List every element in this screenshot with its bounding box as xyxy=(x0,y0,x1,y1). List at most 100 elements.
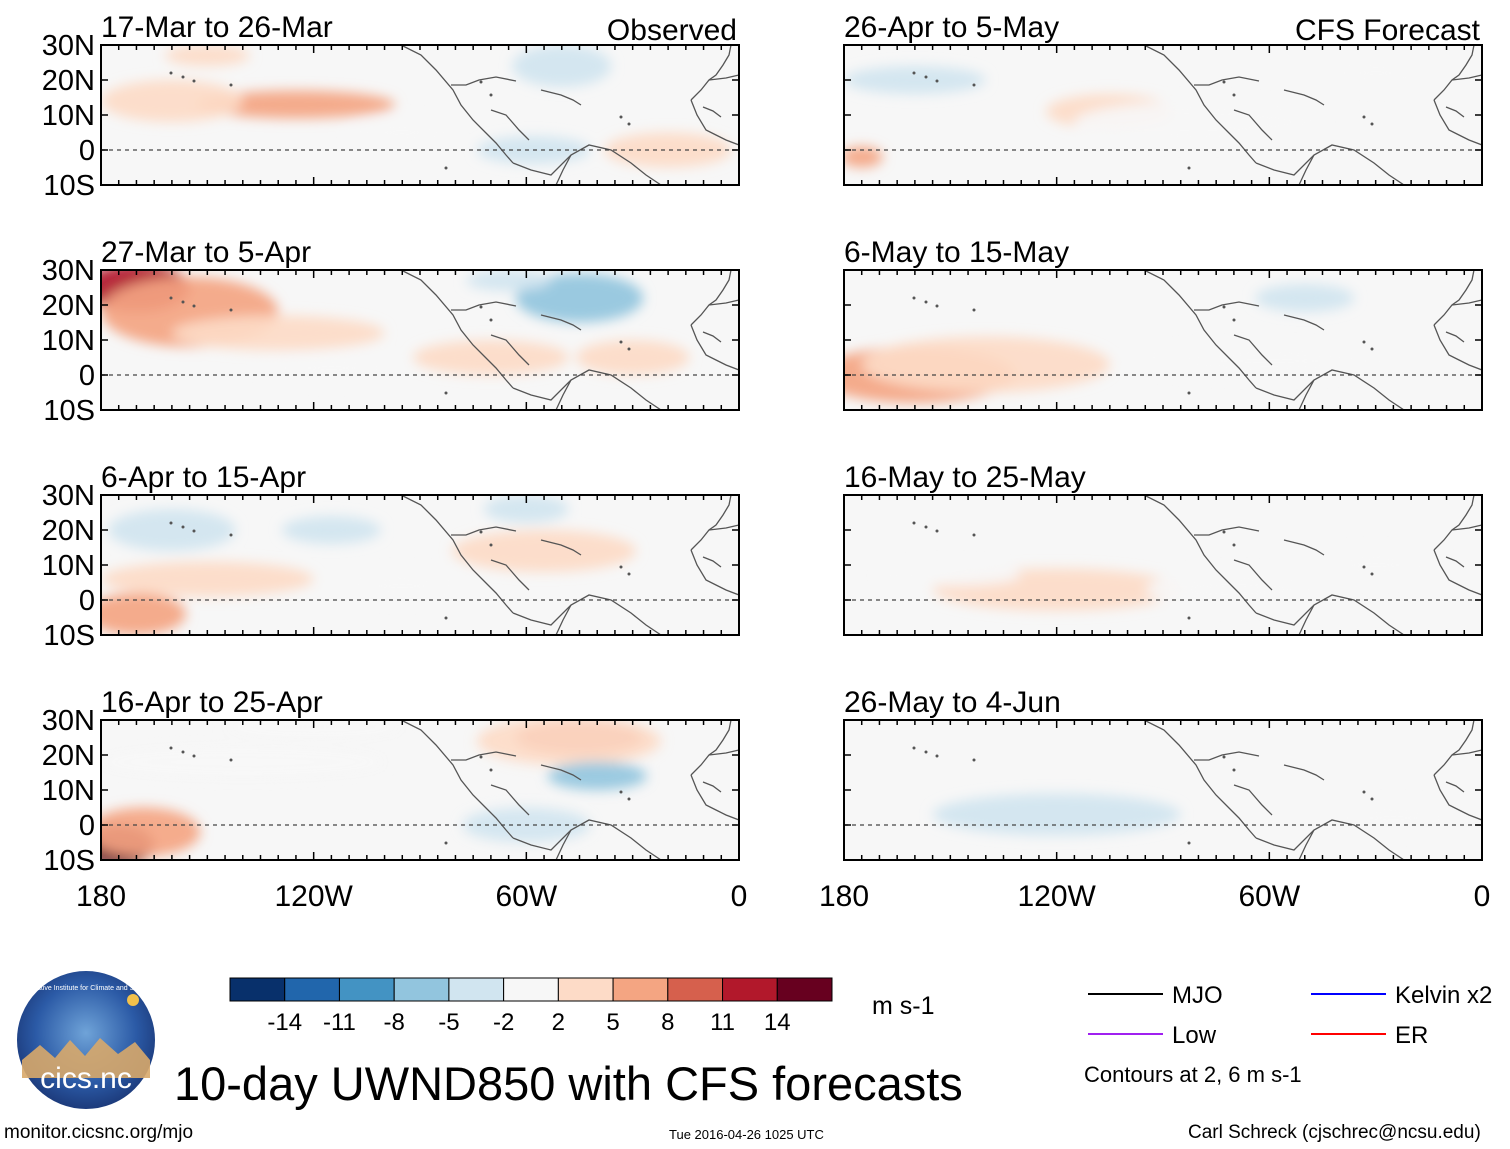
island xyxy=(1187,841,1191,845)
coastline xyxy=(1143,495,1257,614)
wind-anomaly-field xyxy=(844,45,1482,185)
lat-label: 30N xyxy=(42,30,95,62)
lat-label: 10S xyxy=(43,845,95,877)
map-panel: 16-May to 25-May xyxy=(843,461,1483,636)
coastline xyxy=(400,270,514,389)
lat-label: 10S xyxy=(43,395,95,427)
figure-title: 10-day UWND850 with CFS forecasts xyxy=(174,1057,963,1110)
anomaly-blob xyxy=(412,340,569,375)
coastline xyxy=(1194,76,1260,86)
colorbar-tick-label: -8 xyxy=(384,1009,405,1036)
lat-label: 0 xyxy=(79,810,95,842)
coastline xyxy=(540,764,582,781)
colorbar-tick-label: 5 xyxy=(606,1009,619,1036)
island xyxy=(192,304,196,308)
lat-label: 20N xyxy=(42,740,95,772)
legend-label: Low xyxy=(1172,1022,1217,1049)
panel-title: 17-Mar to 26-Mar xyxy=(101,11,333,44)
coastline xyxy=(1143,45,1257,164)
anomaly-blob xyxy=(331,572,474,600)
coastlines xyxy=(169,495,739,635)
logo-text: cics.nc xyxy=(40,1062,132,1095)
island xyxy=(444,166,448,170)
coastline xyxy=(690,495,732,551)
island xyxy=(479,755,483,759)
coastline xyxy=(555,829,572,860)
coastline xyxy=(1298,379,1315,410)
island xyxy=(444,841,448,845)
panel-title: 26-May to 4-Jun xyxy=(844,686,1061,719)
island xyxy=(169,296,173,300)
wind-anomaly-field xyxy=(101,45,739,185)
island xyxy=(924,75,928,79)
coastline xyxy=(708,74,739,81)
logo-ring-text: Cooperative Institute for Climate and Sa… xyxy=(14,985,158,992)
coastline xyxy=(400,495,514,614)
anomaly-blob xyxy=(1127,347,1412,375)
coastline xyxy=(690,270,732,326)
coastline xyxy=(1255,369,1405,410)
panel-title: 16-Apr to 25-Apr xyxy=(101,686,323,719)
island xyxy=(912,746,916,750)
coastline xyxy=(1233,334,1273,366)
island xyxy=(1222,305,1226,309)
coastline xyxy=(1433,270,1475,326)
anomaly-blob xyxy=(483,495,569,523)
colorbar-bin xyxy=(722,977,778,1002)
island xyxy=(935,754,939,758)
island xyxy=(1370,122,1374,126)
island xyxy=(1232,93,1236,97)
colorbar-bin xyxy=(667,977,724,1002)
island xyxy=(972,758,976,762)
lat-label: 10N xyxy=(42,100,95,132)
coastline xyxy=(1433,720,1475,776)
website-link[interactable]: monitor.cicsnc.org/mjo xyxy=(4,1122,194,1143)
anomaly-blob xyxy=(101,593,187,635)
anomaly-blob xyxy=(466,270,552,291)
anomaly-blob xyxy=(171,315,385,351)
island xyxy=(1362,565,1366,569)
island xyxy=(912,521,916,525)
panel-title: 27-Mar to 5-Apr xyxy=(101,236,311,269)
colorbar-tick-label: 2 xyxy=(552,1009,565,1036)
coastline xyxy=(400,45,514,164)
anomaly-blob xyxy=(101,561,314,597)
colorbar-tick-label: 14 xyxy=(764,1009,791,1036)
coastline xyxy=(1445,781,1465,793)
island xyxy=(972,83,976,87)
anomaly-blob xyxy=(844,146,883,168)
coastline xyxy=(555,154,572,185)
island xyxy=(169,746,173,750)
island xyxy=(169,71,173,75)
lon-label: 180 xyxy=(76,880,126,913)
coastline xyxy=(1283,89,1325,106)
cics-logo: Cooperative Institute for Climate and Sa… xyxy=(14,969,158,1111)
coastline xyxy=(702,331,722,343)
island xyxy=(1222,530,1226,534)
coastline xyxy=(1433,324,1482,371)
lat-label: 0 xyxy=(79,585,95,617)
anomaly-blob xyxy=(101,807,201,857)
island xyxy=(181,750,185,754)
coastline xyxy=(555,379,572,410)
island xyxy=(1232,768,1236,772)
island xyxy=(489,543,493,547)
island xyxy=(1222,80,1226,84)
author-credit: Carl Schreck (cjschrec@ncsu.edu) xyxy=(1188,1122,1481,1143)
anomaly-blob xyxy=(861,336,1110,393)
island xyxy=(1370,347,1374,351)
coastline xyxy=(451,301,517,311)
island xyxy=(181,300,185,304)
colorbar: -14 -11 -8 -5 -2 2 5 8 11 14 m s-1 xyxy=(229,977,935,1036)
coastline xyxy=(1445,106,1465,118)
island xyxy=(935,304,939,308)
coastline xyxy=(1451,299,1482,306)
lat-label: 0 xyxy=(79,135,95,167)
island xyxy=(489,768,493,772)
coastline xyxy=(490,109,530,141)
coastline xyxy=(1298,829,1315,860)
colorbar-bin xyxy=(393,977,450,1002)
island xyxy=(192,79,196,83)
panels-layer: 17-Mar to 26-Mar Observed30N20N10N010S27-… xyxy=(42,11,1491,913)
